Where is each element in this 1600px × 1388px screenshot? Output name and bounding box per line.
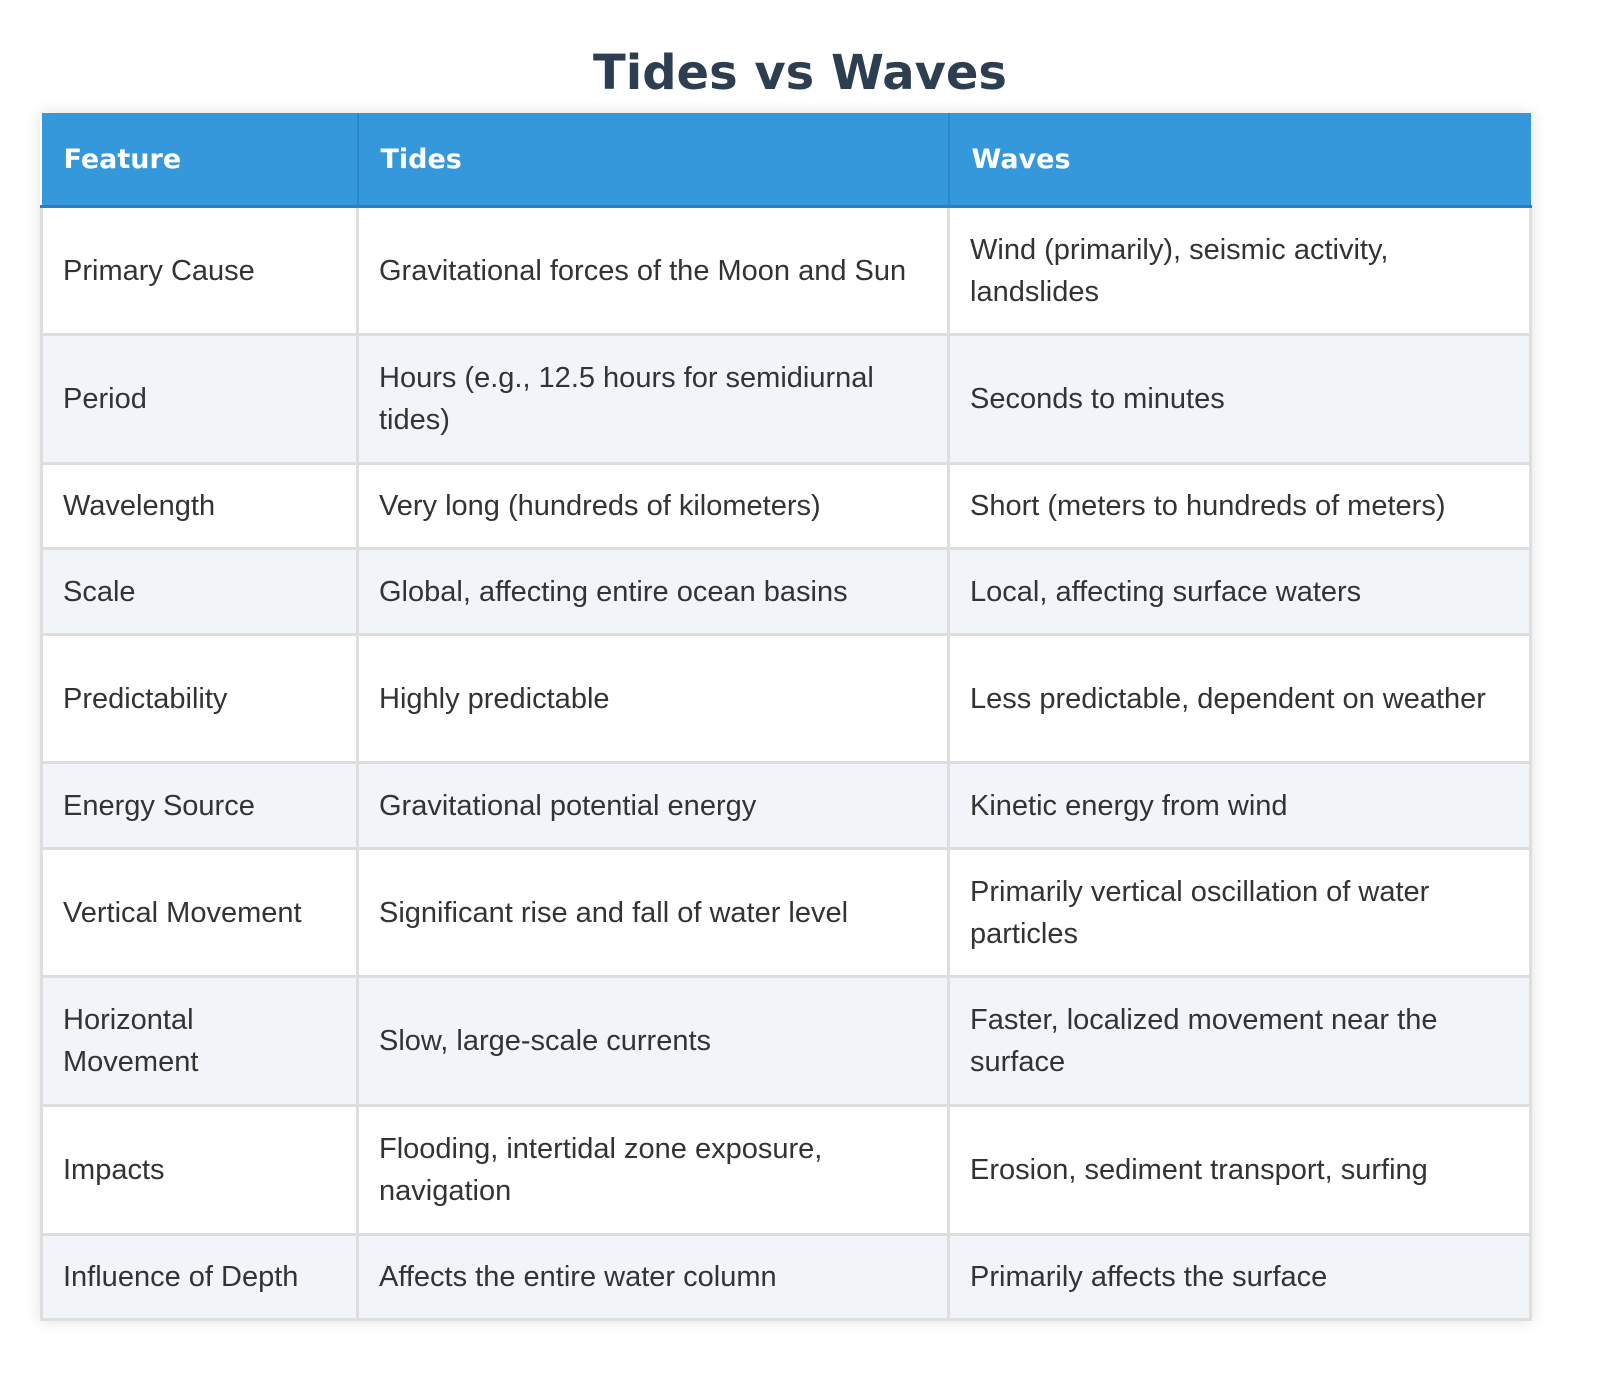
waves-cell: Faster, localized movement near the surf… — [947, 975, 1532, 1107]
feature-cell: Energy Source — [40, 761, 359, 850]
table-row: Energy Source Gravitational potential en… — [40, 761, 1532, 850]
table-row: Vertical Movement Significant rise and f… — [40, 847, 1532, 978]
waves-cell: Short (meters to hundreds of meters) — [947, 462, 1532, 550]
table-row: Primary Cause Gravitational forces of th… — [40, 205, 1532, 336]
header-feature: Feature — [41, 113, 359, 208]
table-row: Impacts Flooding, intertidal zone exposu… — [40, 1104, 1532, 1236]
header-waves: Waves — [948, 113, 1531, 208]
feature-cell: Primary Cause — [40, 205, 359, 336]
header-tides: Tides — [357, 113, 950, 208]
tides-cell: Slow, large-scale currents — [356, 975, 950, 1107]
feature-cell: Horizontal Movement — [40, 975, 359, 1107]
tides-cell: Affects the entire water column — [356, 1233, 950, 1321]
table-row: Influence of Depth Affects the entire wa… — [40, 1233, 1532, 1321]
page-title: Tides vs Waves — [593, 45, 1007, 101]
waves-cell: Primarily affects the surface — [947, 1233, 1532, 1321]
tides-cell: Significant rise and fall of water level — [356, 847, 950, 978]
table-row: Scale Global, affecting entire ocean bas… — [40, 547, 1532, 636]
feature-cell: Period — [40, 333, 359, 465]
waves-cell: Local, affecting surface waters — [947, 547, 1532, 636]
feature-cell: Wavelength — [40, 462, 359, 550]
feature-cell: Impacts — [40, 1104, 359, 1236]
table-row: Predictability Highly predictable Less p… — [40, 633, 1532, 764]
tides-cell: Highly predictable — [356, 633, 950, 764]
tides-cell: Flooding, intertidal zone exposure, navi… — [356, 1104, 950, 1236]
tides-cell: Global, affecting entire ocean basins — [356, 547, 950, 636]
feature-cell: Influence of Depth — [40, 1233, 359, 1321]
tides-cell: Hours (e.g., 12.5 hours for semidiurnal … — [356, 333, 950, 465]
waves-cell: Erosion, sediment transport, surfing — [947, 1104, 1532, 1236]
tides-cell: Gravitational potential energy — [356, 761, 950, 850]
tides-cell: Gravitational forces of the Moon and Sun — [356, 205, 950, 336]
feature-cell: Predictability — [40, 633, 359, 764]
waves-cell: Kinetic energy from wind — [947, 761, 1532, 850]
table-row: Wavelength Very long (hundreds of kilome… — [40, 462, 1532, 550]
tides-cell: Very long (hundreds of kilometers) — [356, 462, 950, 550]
waves-cell: Wind (primarily), seismic activity, land… — [947, 205, 1532, 336]
table-row: Period Hours (e.g., 12.5 hours for semid… — [40, 333, 1532, 465]
table-header-row: Feature Tides Waves — [41, 113, 1531, 208]
waves-cell: Less predictable, dependent on weather — [947, 633, 1532, 764]
feature-cell: Scale — [40, 547, 359, 636]
comparison-table: Feature Tides Waves Primary Cause Gravit… — [40, 113, 1532, 1321]
table-row: Horizontal Movement Slow, large-scale cu… — [40, 975, 1532, 1107]
waves-cell: Seconds to minutes — [947, 333, 1532, 465]
feature-cell: Vertical Movement — [40, 847, 359, 978]
waves-cell: Primarily vertical oscillation of water … — [947, 847, 1532, 978]
